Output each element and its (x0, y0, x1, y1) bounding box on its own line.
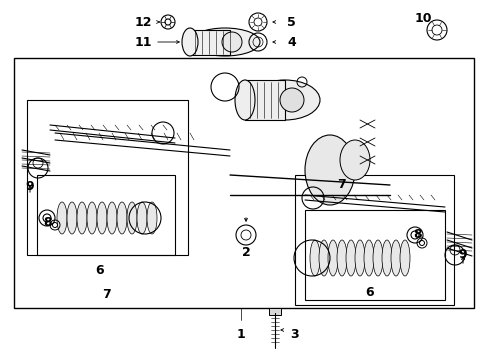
Ellipse shape (381, 240, 391, 276)
Ellipse shape (87, 202, 97, 234)
Text: 10: 10 (414, 12, 431, 24)
Text: 7: 7 (102, 288, 111, 301)
Bar (190, 30, 229, 55)
Ellipse shape (363, 240, 373, 276)
Bar (244, 80, 285, 120)
Bar (294, 175, 453, 305)
Bar (27, 100, 187, 255)
Text: 3: 3 (289, 328, 298, 342)
Ellipse shape (147, 202, 157, 234)
Text: 6: 6 (365, 285, 373, 298)
Bar (305, 210, 444, 300)
Ellipse shape (336, 240, 346, 276)
Bar (268, 308, 281, 315)
Text: 9: 9 (26, 180, 34, 193)
Ellipse shape (182, 28, 198, 56)
Text: 1: 1 (236, 328, 245, 342)
Ellipse shape (117, 202, 127, 234)
Bar (37, 175, 175, 255)
Text: 8: 8 (43, 216, 52, 229)
Ellipse shape (327, 240, 337, 276)
Ellipse shape (77, 202, 87, 234)
Bar (14, 58, 473, 308)
Text: 9: 9 (458, 248, 467, 261)
Text: 12: 12 (134, 15, 152, 28)
Ellipse shape (339, 140, 369, 180)
Text: 6: 6 (96, 264, 104, 276)
Text: 8: 8 (413, 229, 422, 242)
Ellipse shape (305, 135, 354, 205)
Ellipse shape (137, 202, 147, 234)
Ellipse shape (280, 88, 304, 112)
Ellipse shape (222, 32, 242, 52)
Ellipse shape (318, 240, 328, 276)
Ellipse shape (309, 240, 319, 276)
Ellipse shape (127, 202, 137, 234)
Ellipse shape (97, 202, 107, 234)
Ellipse shape (346, 240, 355, 276)
Ellipse shape (399, 240, 409, 276)
Ellipse shape (372, 240, 382, 276)
Ellipse shape (190, 28, 260, 56)
Text: 4: 4 (286, 36, 295, 49)
Ellipse shape (249, 80, 319, 120)
Text: 2: 2 (241, 246, 250, 258)
Ellipse shape (67, 202, 77, 234)
Text: 11: 11 (134, 36, 152, 49)
Ellipse shape (390, 240, 400, 276)
Ellipse shape (235, 80, 254, 120)
Ellipse shape (354, 240, 364, 276)
Text: 7: 7 (337, 179, 346, 192)
Text: 5: 5 (286, 15, 295, 28)
Ellipse shape (57, 202, 67, 234)
Ellipse shape (107, 202, 117, 234)
